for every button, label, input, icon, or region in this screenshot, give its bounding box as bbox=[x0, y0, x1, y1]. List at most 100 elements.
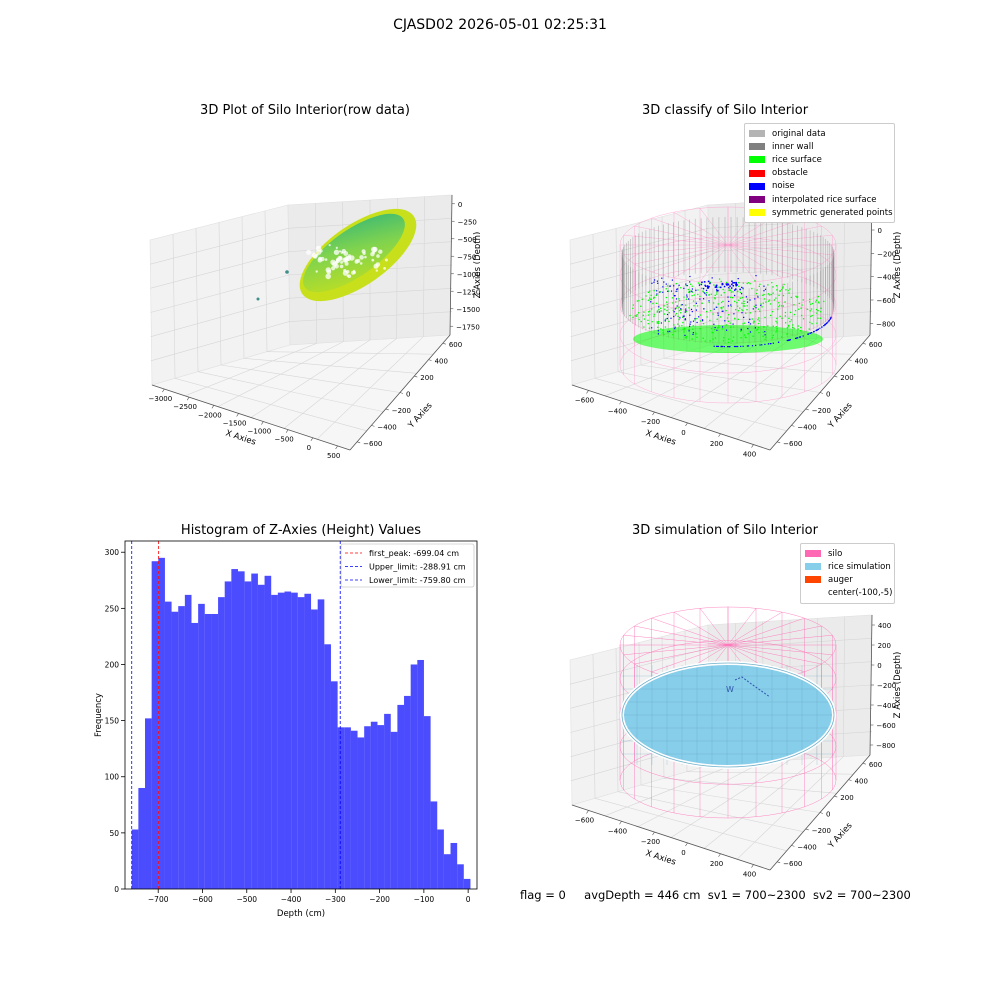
histogram-bar bbox=[218, 597, 225, 889]
classify-rice-surface-point bbox=[699, 283, 701, 285]
classify-rice-surface-point bbox=[797, 325, 799, 327]
classify-rice-surface-point bbox=[701, 287, 703, 289]
classify-noise-point bbox=[737, 278, 739, 280]
raw-x-tick bbox=[211, 405, 215, 409]
raw-z-tick-label: 0 bbox=[458, 201, 462, 209]
raw-point bbox=[338, 250, 342, 253]
classify-rice-surface-point bbox=[809, 321, 811, 323]
raw-z-tick-label: −250 bbox=[458, 218, 477, 226]
classify-rice-surface-point bbox=[675, 312, 677, 315]
classify-noise-point bbox=[742, 345, 744, 347]
classify-rice-surface-point bbox=[756, 289, 758, 291]
histogram-bar bbox=[423, 716, 431, 889]
classify-rice-surface-point bbox=[668, 320, 670, 323]
raw-y-tick-label: −200 bbox=[392, 407, 411, 415]
classify-rice-surface-point bbox=[678, 310, 681, 312]
classify-rice-surface-point bbox=[655, 302, 658, 304]
classify-rice-surface-point bbox=[681, 325, 683, 327]
classify-legend-item: rice surface bbox=[749, 153, 890, 166]
classify-rice-surface-point bbox=[785, 322, 787, 324]
classify-noise-point bbox=[662, 291, 664, 293]
classify-rice-surface-point bbox=[653, 296, 655, 298]
classify-rice-surface-point bbox=[789, 288, 791, 290]
raw-point bbox=[359, 262, 363, 265]
classify-silo-spoke bbox=[699, 208, 729, 246]
histogram-frame bbox=[124, 540, 478, 890]
classify-rice-surface-point bbox=[802, 299, 804, 301]
classify-rice-surface-point bbox=[721, 306, 723, 309]
classify-rice-surface-point bbox=[754, 280, 756, 282]
classify-noise-point bbox=[714, 286, 717, 288]
classify-noise-point bbox=[713, 323, 715, 325]
classify-legend-item: noise bbox=[749, 180, 890, 193]
classify-rice-surface-point bbox=[728, 314, 730, 316]
classify-rice-surface-point bbox=[772, 325, 774, 327]
histogram-bar bbox=[198, 603, 205, 889]
raw-point bbox=[353, 270, 356, 274]
classify-rice-surface-point bbox=[643, 318, 645, 320]
classify-noise-point bbox=[733, 345, 736, 348]
classify-noise-point bbox=[705, 289, 708, 291]
classify-silo-spoke bbox=[727, 244, 833, 256]
simulation-z-tick-label: −400 bbox=[877, 702, 896, 710]
classify-rice-surface-point bbox=[685, 311, 687, 313]
classify-rice-surface-point bbox=[741, 302, 743, 304]
classify-noise-point bbox=[663, 281, 665, 283]
classify-rice-surface-point bbox=[688, 291, 690, 293]
classify-noise-point bbox=[689, 314, 691, 316]
simulation-3d-plot: −600−400−2000200400−600−400−200020040060… bbox=[569, 606, 903, 879]
classify-rice-surface-point bbox=[734, 300, 736, 303]
classify-z-axis-label: Z Axies (Depth) bbox=[893, 232, 903, 299]
histogram-bar bbox=[164, 601, 172, 889]
classify-noise-point bbox=[764, 331, 766, 333]
classify-rice-surface-point bbox=[765, 301, 767, 303]
raw-outlier-point bbox=[285, 270, 289, 274]
status-footer: flag = 0 avgDepth = 446 cm sv1 = 700~230… bbox=[520, 888, 990, 902]
histogram-y-tick-label: 0 bbox=[114, 885, 119, 894]
flag-text: flag = 0 bbox=[520, 888, 566, 902]
classify-noise-point bbox=[713, 308, 715, 310]
classify-rice-surface-point bbox=[709, 319, 711, 322]
classify-rice-surface-point bbox=[656, 321, 658, 323]
classify-noise-point bbox=[722, 326, 724, 328]
classify-rice-surface-point bbox=[675, 301, 677, 303]
histogram-bar bbox=[231, 569, 238, 889]
figure-title: CJASD02 2026-05-01 02:25:31 bbox=[393, 17, 607, 33]
classify-rice-surface-point bbox=[775, 297, 777, 299]
classify-grid-line bbox=[707, 311, 873, 322]
classify-rice-surface-point bbox=[710, 293, 712, 295]
raw-y-axis-label: Y Axies bbox=[406, 400, 435, 431]
histogram-bars bbox=[131, 557, 471, 889]
classify-rice-surface-point bbox=[734, 318, 736, 320]
simulation-legend-label: auger bbox=[828, 574, 853, 585]
classify-noise-point bbox=[673, 285, 675, 287]
classify-noise-point bbox=[714, 327, 716, 329]
classify-noise-point bbox=[735, 288, 737, 290]
histogram-bar bbox=[145, 718, 152, 889]
classify-noise-point bbox=[717, 312, 719, 314]
classify-rice-surface-point bbox=[775, 326, 777, 328]
classify-rice-surface-point bbox=[739, 297, 742, 299]
classify-noise-point bbox=[695, 302, 697, 304]
classify-rice-surface-point bbox=[682, 321, 684, 324]
classify-rice-surface-point bbox=[725, 310, 727, 312]
classify-rice-surface-point bbox=[641, 298, 643, 300]
classify-rice-surface-point bbox=[738, 282, 740, 284]
simulation-silo-spoke bbox=[673, 611, 729, 646]
raw-y-tick-label: −600 bbox=[363, 440, 382, 448]
classify-noise-point bbox=[686, 294, 688, 296]
classify-rice-surface-point bbox=[674, 314, 677, 316]
classify-rice-surface-point bbox=[757, 308, 760, 310]
histogram-bar bbox=[417, 659, 424, 889]
classify-noise-point bbox=[673, 295, 675, 297]
classify-noise-point bbox=[661, 277, 663, 279]
histogram-bar bbox=[131, 829, 139, 889]
simulation-legend-swatch bbox=[805, 563, 821, 571]
classify-noise-point bbox=[729, 285, 731, 287]
classify-rice-surface-point bbox=[635, 315, 638, 317]
classify-rice-surface-point bbox=[680, 312, 682, 314]
classify-rice-surface-point bbox=[678, 306, 680, 308]
classify-rice-surface-point bbox=[636, 314, 638, 316]
classify-rice-surface-point bbox=[697, 293, 699, 296]
classify-rice-surface-point bbox=[817, 317, 819, 319]
